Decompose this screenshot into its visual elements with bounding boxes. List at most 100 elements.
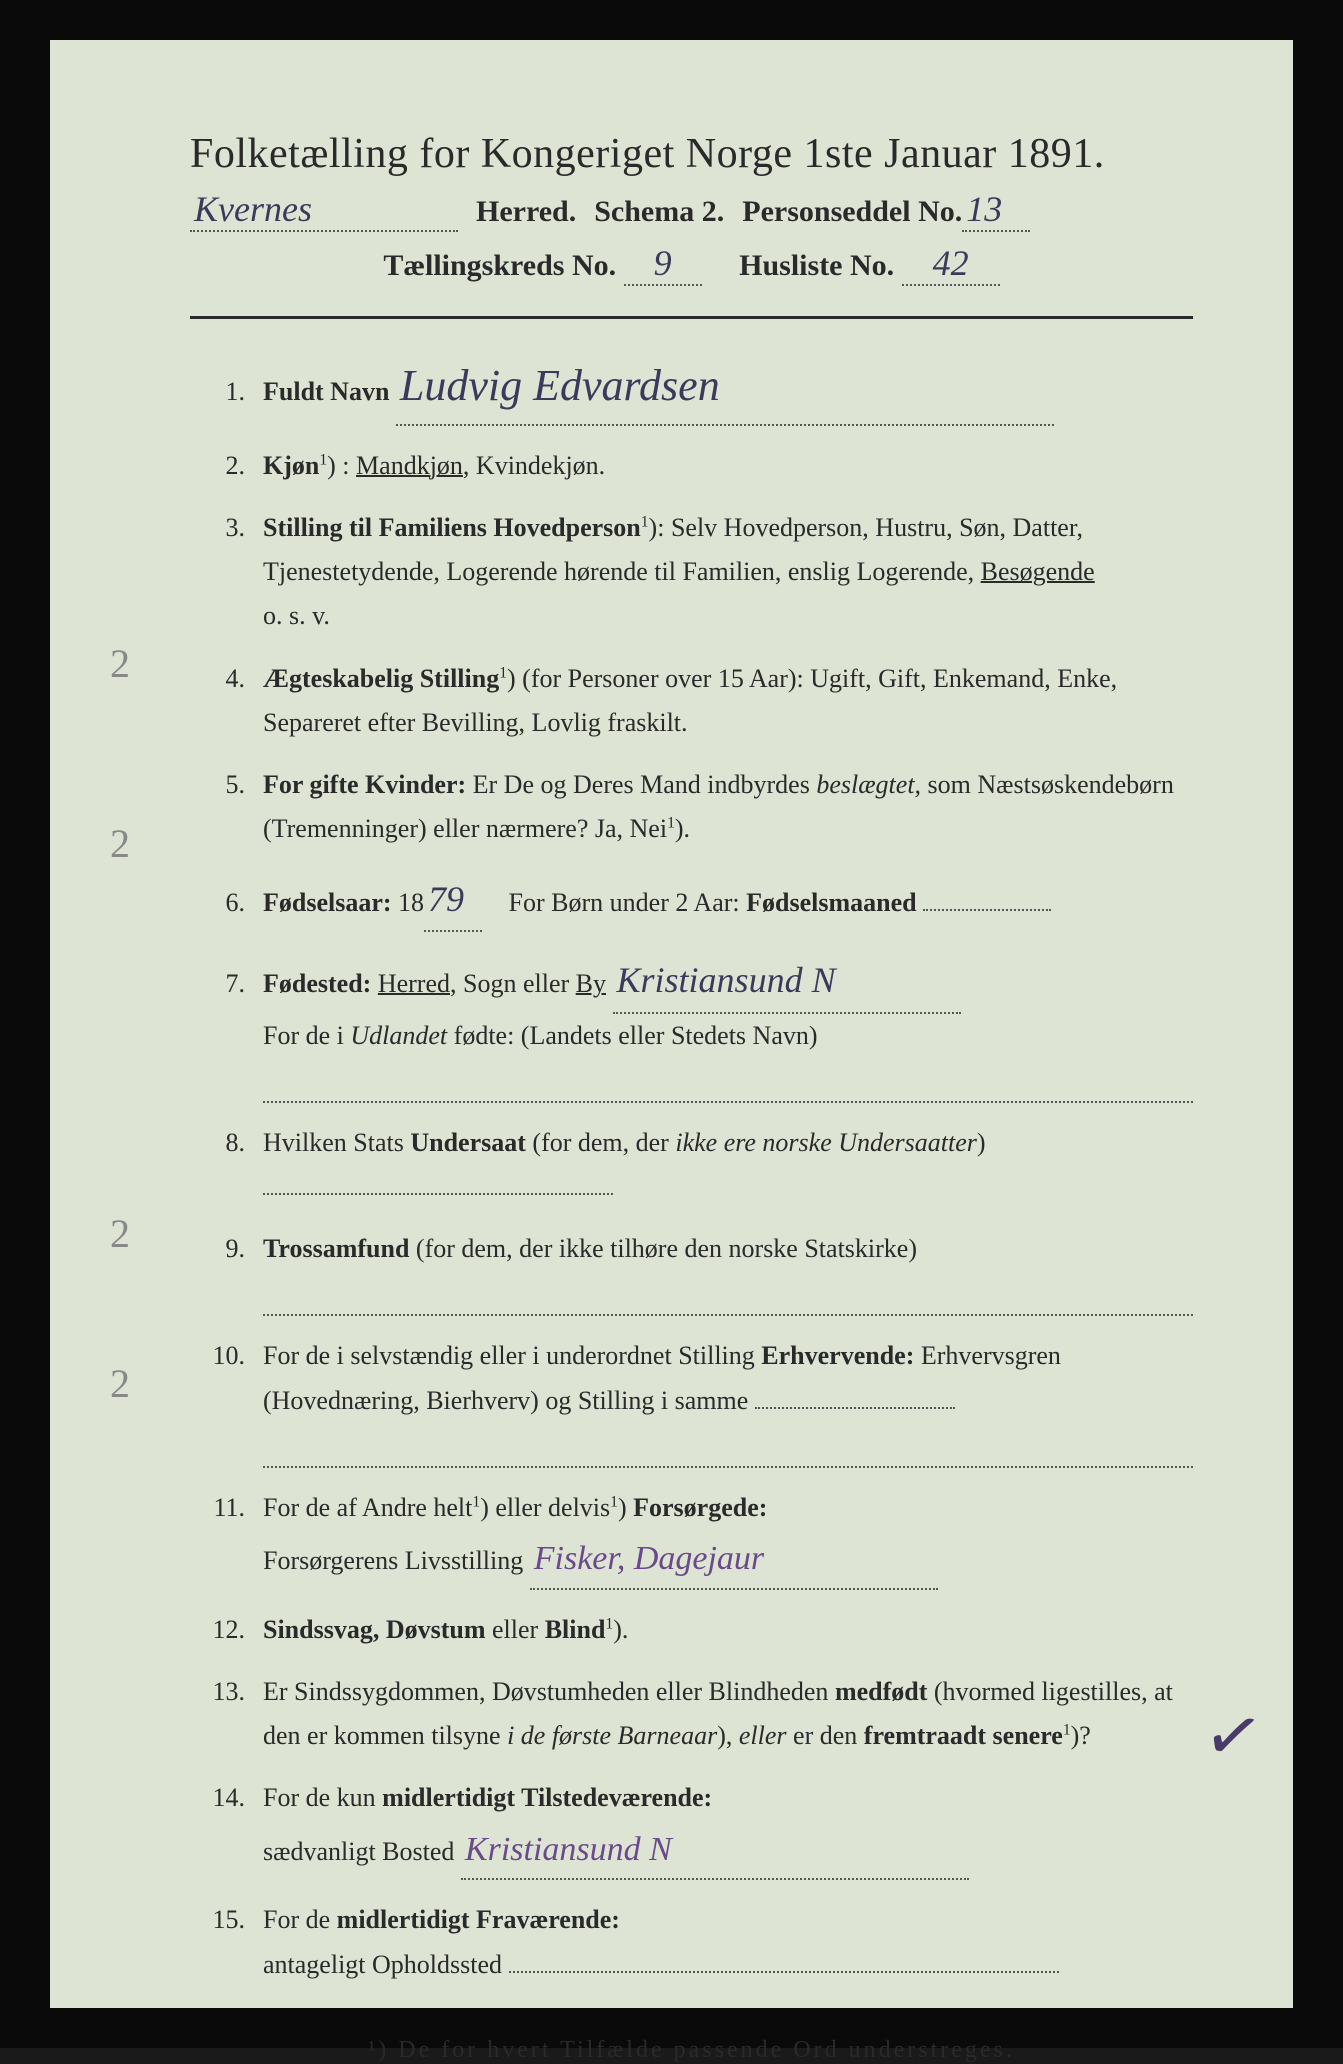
text: fødte: (Landets eller Stedets Navn) [454,1021,818,1050]
text: For Børn under 2 Aar: [509,888,740,917]
herred-value: Kvernes [190,188,458,232]
husliste-label: Husliste No. [739,249,894,282]
field-full-name: 1. Fuldt Navn Ludvig Edvardsen [190,349,1193,426]
item-number: 2. [190,444,263,488]
field-relation: 3. Stilling til Familiens Hovedperson1):… [190,506,1193,639]
label: Undersaat [410,1128,526,1157]
text: (for dem, der ikke tilhøre den norske St… [416,1234,917,1263]
selected-option: Besøgende [981,557,1095,586]
label: Fødselsaar: [263,888,392,917]
item-number: 8. [190,1121,263,1165]
birth-month-value [923,909,1051,911]
label: medfødt [835,1677,927,1706]
text: For de i [263,1021,344,1050]
full-name-value: Ludvig Edvardsen [396,349,1054,426]
field-disability: 12. Sindssvag, Døvstum eller Blind1). [190,1608,1193,1652]
margin-mark: 2 [110,1210,130,1257]
usual-residence-value: Kristiansund N [461,1821,969,1881]
label: Forsørgede: [633,1493,767,1522]
text: er den [793,1721,857,1750]
header-line-2: Kvernes Herred. Schema 2. Personseddel N… [190,188,1193,232]
personseddel-label: Personseddel No. [742,195,962,229]
text: eller delvis [495,1493,610,1522]
field-sex: 2. Kjøn1) : Mandkjøn, Kvindekjøn. [190,444,1193,488]
label: midlertidigt Fraværende: [337,1905,620,1934]
item-number: 12. [190,1608,263,1652]
text: For de kun [263,1783,376,1812]
italic-text: ikke ere norske Undersaatter [675,1128,977,1157]
field-disability-onset: 13. Er Sindssygdommen, Døvstumheden elle… [190,1670,1193,1758]
kreds-no: 9 [624,242,702,286]
checkmark-icon: ✓ [1198,1691,1270,1783]
header-line-3: Tællingskreds No. 9 Husliste No. 42 [190,242,1193,286]
text: Forsørgerens Livsstilling [263,1546,523,1575]
herred-label: Herred. [476,195,576,229]
label: For gifte Kvinder: [263,770,466,799]
blank-line [263,1193,613,1195]
field-marital: 4. Ægteskabelig Stilling1) (for Personer… [190,657,1193,745]
label: Sindssvag, Døvstum [263,1615,486,1644]
field-supported: 11. For de af Andre helt1) eller delvis1… [190,1486,1193,1590]
item-number: 6. [190,881,263,925]
birthplace-value: Kristiansund N [613,950,961,1013]
text: antageligt Opholdssted [263,1950,502,1979]
schema-label: Schema 2. [594,195,724,229]
field-birth-year: 6. Fødselsaar: 1879 For Børn under 2 Aar… [190,869,1193,932]
census-form-page: 2 2 2 2 Folketælling for Kongeriget Norg… [50,40,1293,2008]
etc: o. s. v. [263,594,1193,638]
label: Fuldt Navn [263,377,389,406]
item-number: 5. [190,763,263,807]
birth-year-value: 79 [424,869,482,932]
label: Blind [545,1615,606,1644]
margin-mark: 2 [110,1360,130,1407]
selected-option: Mandkjøn [356,451,463,480]
field-temp-present: 14. For de kun midlertidigt Tilstedevære… [190,1776,1193,1880]
blank-line [263,1427,1193,1468]
blank-line [509,1971,1059,1973]
italic-text: eller [739,1721,787,1750]
item-number: 15. [190,1898,263,1942]
field-religion: 9. Trossamfund (for dem, der ikke tilhør… [190,1227,1193,1316]
label: Erhvervende: [761,1341,914,1370]
italic-text: Udlandet [350,1021,447,1050]
item-number: 1. [190,370,263,414]
label: midlertidigt Tilstedeværende: [382,1783,712,1812]
text: ), [717,1721,732,1750]
label: Stilling til Familiens Hovedperson [263,513,641,542]
blank-line [263,1275,1193,1316]
divider [190,316,1193,319]
italic-text: i de første Barneaar [507,1721,717,1750]
footnote: ¹) De for hvert Tilfælde passende Ord un… [190,2037,1193,2064]
label: Fødselsmaaned [746,888,916,917]
label: Kjøn [263,451,319,480]
text: For de af Andre helt [263,1493,472,1522]
form-title: Folketælling for Kongeriget Norge 1ste J… [190,130,1193,178]
item-number: 14. [190,1776,263,1820]
margin-mark: 2 [110,820,130,867]
label: Fødested: [263,969,371,998]
blank-line [263,1062,1193,1103]
supporter-occupation-value: Fisker, Dagejaur [530,1530,938,1590]
text: For de i selvstændig eller i underordnet… [263,1341,755,1370]
personseddel-no: 13 [962,188,1030,232]
item-number: 7. [190,962,263,1006]
text: eller [492,1615,538,1644]
field-occupation: 10. For de i selvstændig eller i underor… [190,1334,1193,1467]
field-birthplace: 7. Fødested: Herred, Sogn eller By Krist… [190,950,1193,1102]
field-married-women: 5. For gifte Kvinder: Er De og Deres Man… [190,763,1193,851]
selected-option: Herred [378,969,450,998]
label: Ægteskabelig Stilling [263,664,499,693]
paren: (for Personer over 15 Aar): [522,664,804,693]
blank-line [755,1407,955,1409]
year-prefix: 18 [398,888,424,917]
kreds-label: Tællingskreds No. [383,249,616,282]
item-number: 3. [190,506,263,550]
italic-text: beslægtet, [816,770,921,799]
item-number: 4. [190,657,263,701]
item-number: 9. [190,1227,263,1271]
text: Hvilken Stats [263,1128,404,1157]
field-citizenship: 8. Hvilken Stats Undersaat (for dem, der… [190,1121,1193,1209]
label: fremtraadt senere [864,1721,1063,1750]
margin-mark: 2 [110,640,130,687]
text: Er Sindssygdommen, Døvstumheden eller Bl… [263,1677,828,1706]
